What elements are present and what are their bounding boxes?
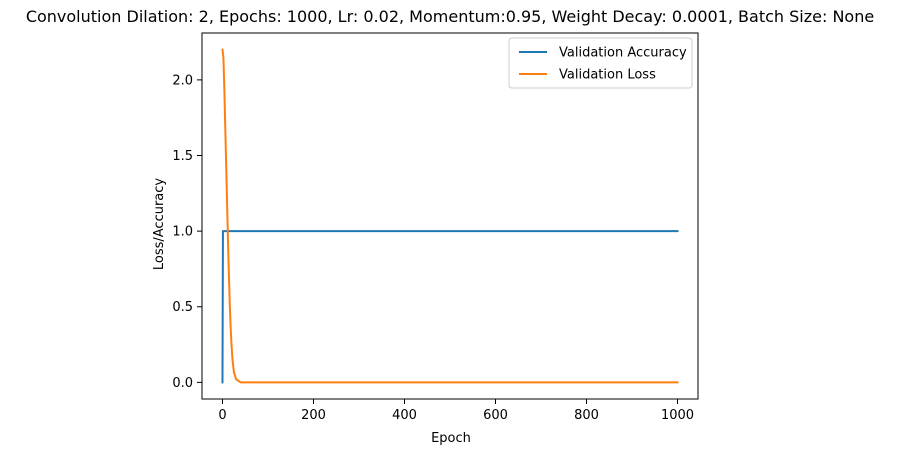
plot-background (202, 33, 698, 399)
x-tick-label: 1000 (661, 408, 694, 423)
y-tick-label: 1.0 (172, 225, 193, 240)
legend-box (508, 37, 693, 89)
legend-label-validation-accuracy: Validation Accuracy (559, 46, 687, 61)
y-tick-label: 0.5 (172, 300, 193, 315)
x-tick-label: 200 (301, 408, 326, 423)
axes-frame (201, 32, 699, 400)
x-tick-label: 600 (483, 408, 508, 423)
legend-label-validation-loss: Validation Loss (559, 68, 656, 83)
x-tick-label: 400 (392, 408, 417, 423)
y-axis-label: Loss/Accuracy (152, 178, 167, 271)
axes-layer: 0 200 400 600 800 1000 0.0 0.5 1.0 1.5 2.0 (172, 32, 699, 423)
series-layer (221, 48, 679, 384)
legend: Validation Accuracy Validation Loss (508, 37, 693, 89)
x-tick-label: 0 (218, 408, 226, 423)
series-line-validation-accuracy (221, 230, 679, 384)
plot-area (202, 33, 698, 399)
y-tick-label: 2.0 (172, 73, 193, 88)
y-tick-label: 0.0 (172, 376, 193, 391)
y-tick-label: 1.5 (172, 149, 193, 164)
x-tick-label: 800 (574, 408, 599, 423)
chart-title: Convolution Dilation: 2, Epochs: 1000, L… (26, 7, 874, 26)
series-line-validation-loss (221, 48, 679, 384)
x-axis-label: Epoch (431, 431, 471, 446)
